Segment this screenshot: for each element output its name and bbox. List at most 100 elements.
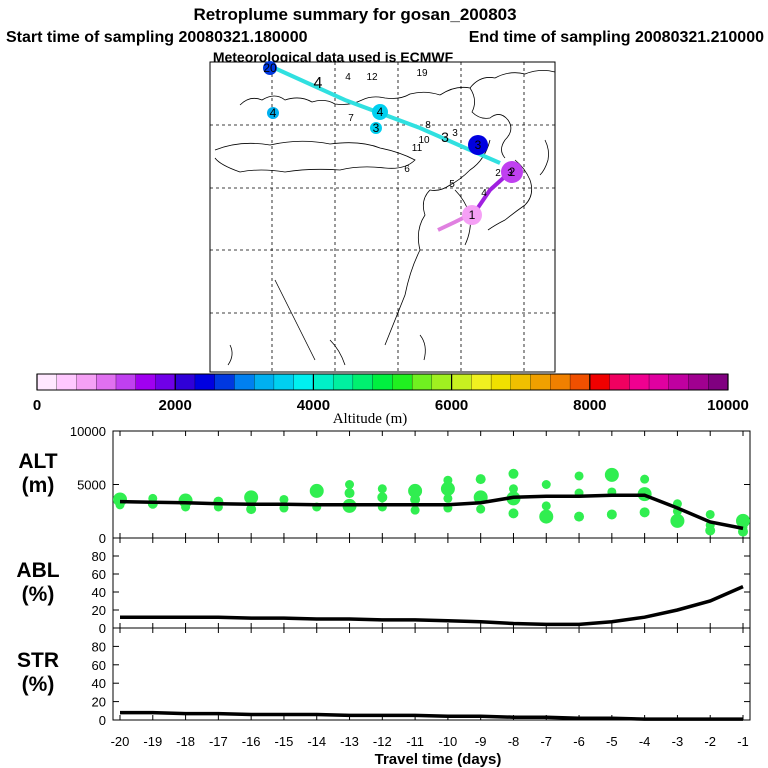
trajectory-marker-label: 3 [475,138,482,152]
trajectory-marker-label: 4 [377,105,384,119]
colorbar-cell [352,373,374,391]
scatter-point [309,483,324,498]
panel-frame [112,430,751,539]
trajectory-day-label: 3 [441,129,449,145]
colorbar-cell [510,373,532,391]
x-tick-label: -4 [639,734,651,749]
met-data: Meteorological data used is ECMWF [213,49,454,65]
trajectory-day-label: 4 [481,188,487,199]
colorbar-cell [36,373,58,391]
panel-ylabel: STR [17,649,59,672]
colorbar-cell [96,373,117,391]
colorbar-cell [609,373,630,391]
scatter-point [279,494,289,504]
x-axis: -20 -19 -18 -17 -16 -15 -14 -13 -12 -11 -10 -9 -8 -7 -… [111,734,749,749]
x-tick-label: -20 [111,734,130,749]
x-tick-label: -9 [475,734,487,749]
trajectory-day-label: 8 [425,120,431,131]
scatter-point [476,504,486,514]
scatter-point [377,492,388,503]
trajectory-day-label: 7 [348,113,354,124]
panel-ylabel: (%) [22,583,55,606]
y-tick-label: 80 [92,639,106,654]
scatter-point [670,513,685,528]
trajectory-day-label: 11 [412,143,423,154]
y-tick-label: 60 [92,658,106,673]
colorbar-cell [411,373,433,391]
colorbar-cell [56,373,77,391]
colorbar-cell [648,373,670,391]
scatter-point [539,509,554,524]
trajectory-marker [468,135,488,155]
scatter-point [443,493,453,503]
colorbar-cell [490,373,512,391]
panel-ylabel: ALT [18,450,57,473]
x-tick-label: -5 [606,734,618,749]
scatter-point [606,509,617,520]
coastlines [214,70,556,366]
x-tick-label: -17 [209,734,228,749]
x-tick-label: -12 [373,734,392,749]
colorbar-cell [708,373,729,391]
scatter-point [181,502,191,512]
colorbar-cell [293,373,314,391]
scatter-point [377,484,387,494]
scatter-point [246,504,257,515]
trajectory-marker-label: 1 [469,208,476,222]
scatter-point [410,505,420,515]
trajectory-marker [267,107,279,119]
trajectory-day-label: 3 [507,168,513,179]
scatter-point [508,508,519,519]
y-tick-label: 20 [92,603,106,618]
colorbar-cell [688,373,709,391]
trajectory-marker [462,205,482,225]
colorbar-cell [214,373,235,391]
panel-ylabel: (m) [22,474,55,497]
colorbar-tick-label: 0 [33,397,41,414]
x-tick-label: -19 [143,734,162,749]
colorbar-cell [668,373,689,391]
trajectory-marker [263,61,277,75]
scatter-point [639,507,650,518]
scatter-point [410,494,421,505]
scatter-point [574,471,584,481]
trajectory-day-label: 6 [404,164,410,175]
trajectory-day-label: 10 [418,135,430,146]
colorbar-cell [175,373,196,391]
y-tick-label: 20 [92,695,106,710]
trajectory-marker [501,161,523,183]
panel-ylabel: (%) [22,673,55,696]
colorbar-cell [471,373,492,391]
x-tick-label: -11 [406,734,424,749]
trajectory-marker-label: 2 [509,165,516,179]
scatter-point [541,480,551,489]
trajectory-marker-label: 4 [270,106,277,120]
series-line [119,493,744,531]
x-tick-label: -15 [275,734,294,749]
trajectory-day-label: 4 [314,75,323,92]
trajectory-day-label: 5 [449,179,455,190]
scatter-point [408,483,423,498]
trajectory-marker [370,122,382,134]
alt-panel: ALT(m) 0 5000 10000 [18,424,751,546]
colorbar-cell [313,373,334,391]
str-panel: STR(%) 0 20 40 60 80 [17,627,751,728]
colorbar-cell [135,373,156,391]
colorbar-cell [530,373,551,391]
scatter-point [244,490,259,505]
colorbar-cell [629,373,650,391]
x-tick-label: -10 [438,734,457,749]
x-tick-label: -18 [176,734,195,749]
colorbar-tick-label: 2000 [159,397,192,414]
scatter-point [541,501,551,511]
colorbar-cell [372,373,393,391]
colorbar-cell [254,373,275,391]
x-tick-label: -7 [540,734,552,749]
scatter-point [640,474,650,484]
colorbar-cell [234,373,255,391]
trajectory-day-label: 3 [452,128,458,139]
x-tick-label: -2 [704,734,716,749]
scatter-point [736,513,750,528]
trajectory-day-label: 12 [366,72,378,83]
colorbar-title: Altitude (m) [333,411,408,427]
